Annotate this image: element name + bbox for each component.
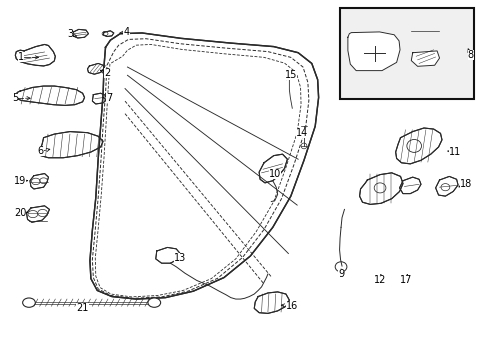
- Text: 10: 10: [268, 168, 280, 179]
- Text: 18: 18: [459, 179, 471, 189]
- Text: 9: 9: [337, 269, 344, 279]
- Text: 20: 20: [14, 208, 26, 218]
- Polygon shape: [87, 63, 104, 74]
- Text: 3: 3: [67, 29, 73, 39]
- Polygon shape: [347, 32, 399, 71]
- Text: 11: 11: [448, 147, 460, 157]
- Polygon shape: [15, 44, 55, 66]
- Text: 2: 2: [103, 68, 110, 78]
- Polygon shape: [395, 128, 441, 164]
- Polygon shape: [40, 132, 103, 158]
- Text: 12: 12: [373, 275, 386, 285]
- Text: 15: 15: [284, 70, 296, 80]
- Text: 8: 8: [467, 50, 473, 60]
- Ellipse shape: [415, 23, 433, 39]
- Text: 17: 17: [399, 275, 412, 285]
- Text: 6: 6: [38, 146, 43, 156]
- Polygon shape: [156, 247, 180, 263]
- Text: 4: 4: [123, 27, 129, 37]
- Polygon shape: [410, 51, 439, 66]
- Polygon shape: [285, 71, 292, 80]
- Polygon shape: [92, 93, 107, 104]
- Polygon shape: [30, 174, 48, 189]
- Text: 5: 5: [12, 93, 19, 103]
- Text: 1: 1: [18, 52, 24, 62]
- Ellipse shape: [148, 298, 160, 307]
- Text: 14: 14: [295, 128, 307, 138]
- Polygon shape: [254, 292, 289, 314]
- Text: 7: 7: [105, 93, 112, 103]
- Ellipse shape: [22, 298, 35, 307]
- Bar: [339, 8, 473, 99]
- Polygon shape: [399, 177, 420, 194]
- Polygon shape: [73, 30, 88, 38]
- Polygon shape: [26, 206, 49, 222]
- Text: 16: 16: [285, 301, 298, 311]
- Text: 21: 21: [76, 303, 89, 314]
- Polygon shape: [103, 31, 114, 37]
- Ellipse shape: [350, 36, 397, 71]
- Polygon shape: [15, 86, 84, 105]
- Text: 13: 13: [174, 253, 186, 263]
- Polygon shape: [90, 33, 318, 299]
- Polygon shape: [435, 176, 457, 196]
- Polygon shape: [359, 173, 402, 204]
- Polygon shape: [259, 154, 287, 183]
- Text: 19: 19: [14, 176, 26, 186]
